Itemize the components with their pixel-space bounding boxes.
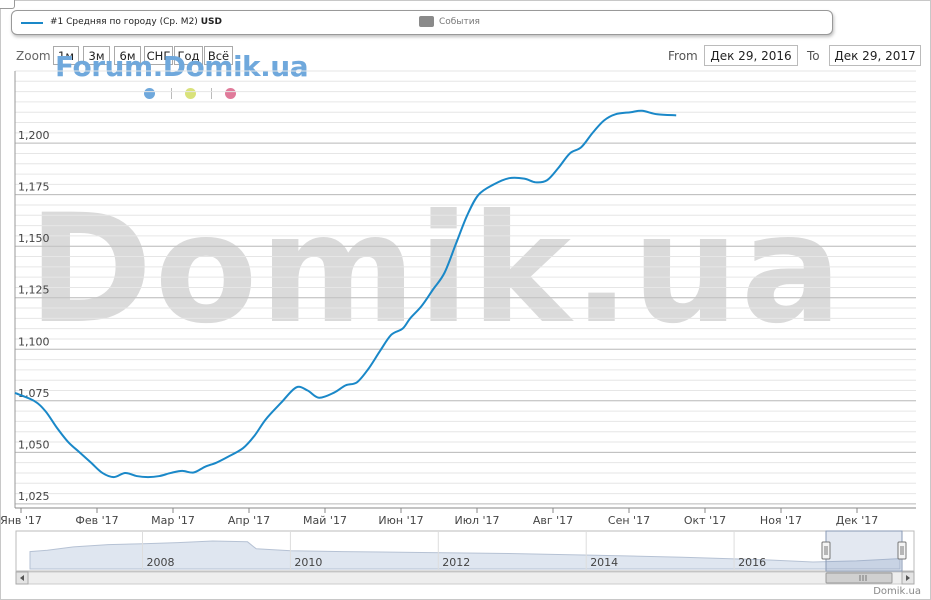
y-tick-label: 1,175 <box>18 181 50 194</box>
x-tick-label: Июн '17 <box>378 514 423 527</box>
y-tick-label: 1,025 <box>18 490 50 503</box>
x-tick-label: Май '17 <box>303 514 347 527</box>
legend-series-item[interactable]: #1 Средняя по городу (Ср. M2) USD <box>50 17 222 27</box>
x-tick-label: Июл '17 <box>454 514 499 527</box>
y-tick-label: 1,150 <box>18 232 50 245</box>
scrollbar-thumb[interactable] <box>825 572 893 584</box>
y-tick-label: 1,050 <box>18 438 50 451</box>
legend-series-label: #1 Средняя по городу (Ср. M2) <box>50 17 198 27</box>
x-tick-label: Мар '17 <box>151 514 195 527</box>
zoom-year-button[interactable]: Год <box>174 46 203 65</box>
arrow-right-icon <box>906 575 910 581</box>
zoom-6m-button[interactable]: 6м <box>114 46 141 65</box>
y-tick-label: 1,200 <box>18 129 50 142</box>
x-tick-label: Авг '17 <box>533 514 573 527</box>
navigator-year-label: 2014 <box>590 556 618 569</box>
y-tick-label: 1,075 <box>18 387 50 400</box>
blue-dot <box>144 88 155 99</box>
from-label: From <box>668 49 698 63</box>
navigator-area <box>29 540 901 570</box>
navigator-handle[interactable] <box>821 541 831 560</box>
watermark-forum: Forum.Domik.ua <box>55 50 309 83</box>
to-date-input[interactable]: Дек 29, 2017 <box>829 45 921 66</box>
brand-label: Domik.ua <box>873 586 921 597</box>
scrollbar-track <box>15 571 915 585</box>
corner-handle[interactable] <box>0 0 15 9</box>
dot-separator <box>171 88 172 99</box>
series-line-swatch <box>21 22 43 24</box>
yellow-dot <box>185 88 196 99</box>
x-tick-label: Фев '17 <box>75 514 118 527</box>
arrow-left-icon <box>20 575 24 581</box>
navigator-year-label: 2012 <box>442 556 470 569</box>
navigator-year-label: 2016 <box>738 556 766 569</box>
zoom-label: Zoom <box>16 49 51 63</box>
navigator-handle[interactable] <box>897 541 907 560</box>
navigator-year-label: 2008 <box>147 556 175 569</box>
x-tick-label: Ноя '17 <box>760 514 802 527</box>
x-tick-label: Янв '17 <box>0 514 42 527</box>
x-tick-label: Сен '17 <box>608 514 650 527</box>
navigator-year-label: 2010 <box>294 556 322 569</box>
to-label: To <box>807 49 820 63</box>
dot-separator <box>211 88 212 99</box>
y-tick-label: 1,125 <box>18 284 50 297</box>
y-tick-label: 1,100 <box>18 335 50 348</box>
events-swatch[interactable] <box>419 16 434 27</box>
pink-dot <box>225 88 236 99</box>
legend-series-unit: USD <box>200 17 222 27</box>
navigator-selection <box>825 530 903 572</box>
zoom-all-button[interactable]: Всё <box>204 46 233 65</box>
x-tick-label: Окт '17 <box>684 514 726 527</box>
series-line <box>14 109 677 479</box>
legend: #1 Средняя по городу (Ср. M2) USD Событи… <box>11 10 833 35</box>
x-tick-label: Апр '17 <box>228 514 270 527</box>
zoom-1m-button[interactable]: 1м <box>53 46 79 65</box>
legend-events-item[interactable]: События <box>439 17 480 27</box>
x-tick-label: Дек '17 <box>836 514 879 527</box>
watermark-big: Domik.ua <box>28 183 845 357</box>
zoom-ytd-button[interactable]: СНГ <box>144 46 173 65</box>
zoom-3m-button[interactable]: 3м <box>83 46 110 65</box>
from-date-input[interactable]: Дек 29, 2016 <box>704 45 798 66</box>
